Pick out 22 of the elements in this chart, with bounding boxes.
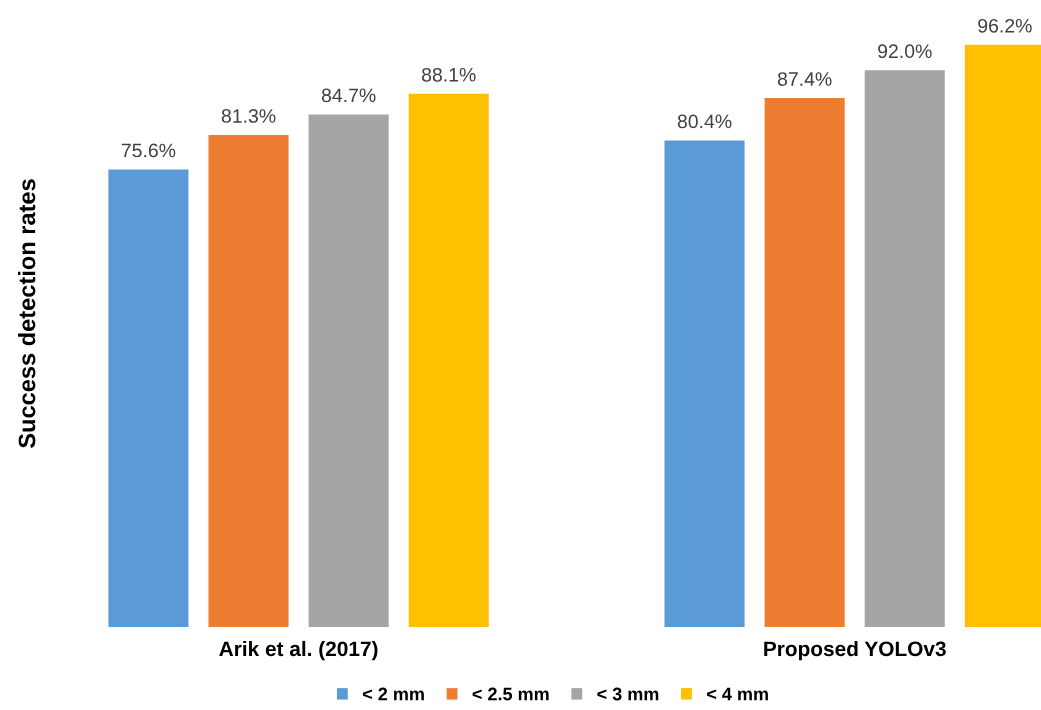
data-label: 88.1% — [422, 67, 476, 82]
bar — [764, 98, 845, 627]
data-label: 96.2% — [978, 18, 1032, 33]
bar — [108, 169, 189, 627]
x-tick-label: Arik et al. (2017) — [219, 640, 378, 661]
x-tick-label: Proposed YOLOv3 — [764, 640, 946, 661]
data-label: 75.6% — [121, 143, 176, 158]
y-axis-title: Success detection rates — [17, 179, 36, 448]
data-label: 92.0% — [878, 44, 932, 59]
data-label: 87.4% — [777, 72, 832, 86]
legend-label: < 3 mm — [597, 687, 659, 701]
data-label: 81.3% — [221, 109, 276, 123]
legend-label: < 4 mm — [707, 687, 768, 701]
bar — [864, 70, 945, 627]
bar — [664, 140, 745, 627]
legend-label: < 2.5 mm — [472, 687, 549, 701]
bar — [208, 135, 289, 627]
bar — [308, 114, 389, 627]
bar — [408, 93, 489, 627]
data-label: 84.7% — [321, 88, 376, 103]
legend-label: < 2 mm — [362, 687, 424, 701]
data-label: 80.4% — [677, 114, 732, 129]
